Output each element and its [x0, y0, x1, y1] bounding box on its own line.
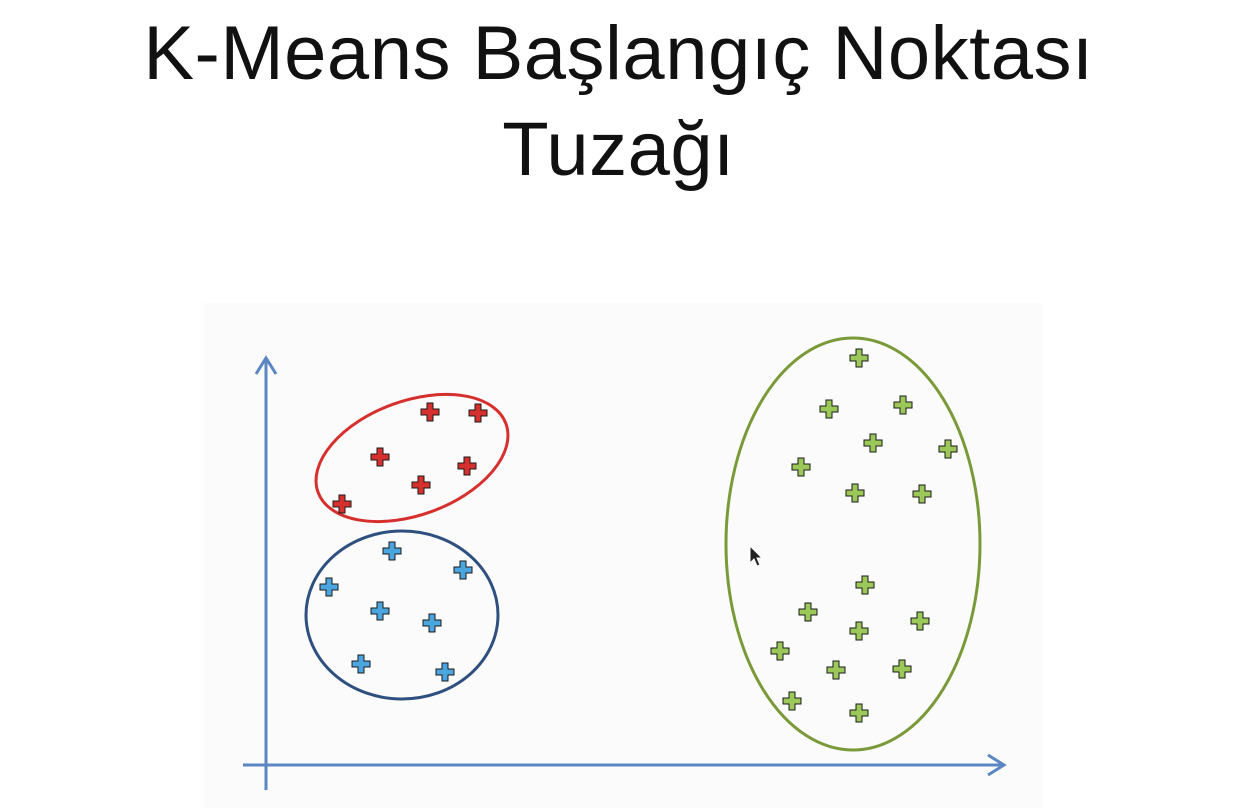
axes: [243, 355, 1007, 790]
blue-point-plus-icon: [351, 654, 371, 674]
red-cluster-boundary: [314, 392, 510, 524]
green-point-plus-icon: [849, 703, 869, 723]
green-cluster-points: [770, 348, 958, 723]
green-point-plus-icon: [892, 659, 912, 679]
green-cluster-boundary: [724, 336, 982, 752]
mouse-pointer-icon: [749, 544, 764, 567]
green-point-plus-icon: [863, 433, 883, 453]
red-point-plus-icon: [457, 456, 477, 476]
green-point-plus-icon: [819, 399, 839, 419]
y-axis-arrowhead: [254, 355, 278, 375]
green-point-plus-icon: [912, 484, 932, 504]
green-point-plus-icon: [782, 691, 802, 711]
blue-point-plus-icon: [453, 560, 473, 580]
title-line-1: K-Means Başlangıç Noktası: [143, 11, 1094, 96]
green-point-plus-icon: [845, 483, 865, 503]
red-point-plus-icon: [420, 402, 440, 422]
blue-point-plus-icon: [435, 662, 455, 682]
green-point-plus-icon: [826, 660, 846, 680]
blue-point-plus-icon: [370, 601, 390, 621]
page-title: K-Means Başlangıç Noktası Tuzağı: [0, 6, 1237, 198]
green-point-plus-icon: [791, 457, 811, 477]
blue-point-plus-icon: [319, 577, 339, 597]
red-point-plus-icon: [411, 475, 431, 495]
green-point-plus-icon: [849, 621, 869, 641]
red-cluster-points: [332, 402, 488, 514]
green-point-plus-icon: [798, 602, 818, 622]
red-point-plus-icon: [370, 447, 390, 467]
green-point-plus-icon: [910, 611, 930, 631]
diagram-panel: [203, 303, 1043, 808]
blue-cluster-points: [319, 541, 473, 682]
green-point-plus-icon: [849, 348, 869, 368]
red-point-plus-icon: [468, 403, 488, 423]
title-line-2: Tuzağı: [502, 107, 735, 192]
green-point-plus-icon: [938, 439, 958, 459]
green-point-plus-icon: [893, 395, 913, 415]
blue-point-plus-icon: [422, 613, 442, 633]
blue-cluster-boundary: [304, 529, 500, 701]
green-point-plus-icon: [770, 641, 790, 661]
blue-point-plus-icon: [382, 541, 402, 561]
green-point-plus-icon: [855, 575, 875, 595]
x-axis-arrowhead: [987, 753, 1007, 777]
red-point-plus-icon: [332, 494, 352, 514]
